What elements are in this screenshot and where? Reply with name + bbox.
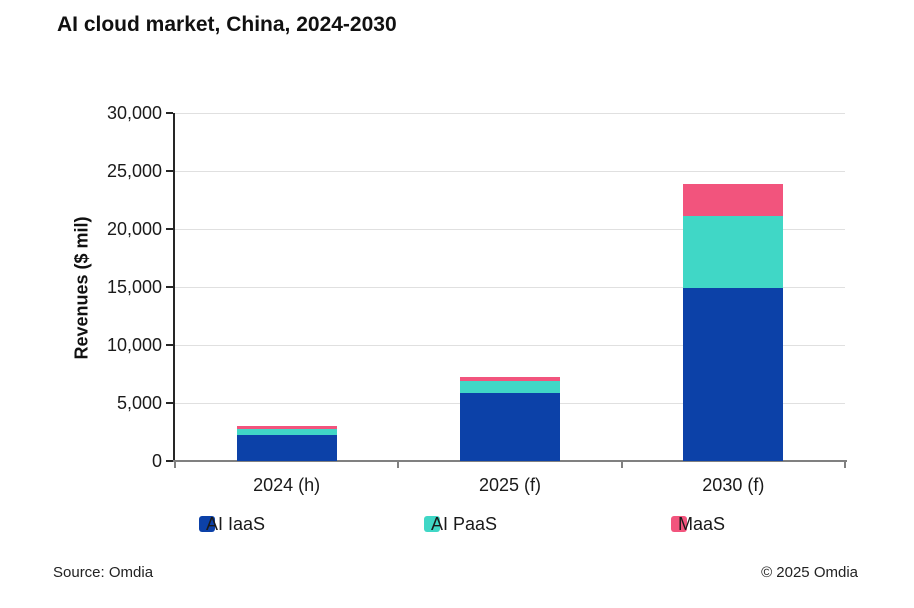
y-tick-label: 25,000: [106, 161, 162, 181]
grid-line: [175, 344, 845, 346]
y-tick-label: 5,000: [116, 393, 162, 413]
y-tick-mark: [166, 286, 173, 288]
bar-2024-h-: [236, 113, 337, 461]
legend-swatch-ai-iaas: [199, 516, 215, 532]
y-tick-mark: [166, 344, 173, 346]
x-tick-mark: [844, 462, 846, 468]
y-tick-label: 20,000: [106, 219, 162, 239]
y-tick-label: 15,000: [106, 277, 162, 297]
y-tick-mark: [166, 460, 173, 462]
grid-line: [175, 286, 845, 288]
y-tick-mark: [166, 170, 173, 172]
legend-swatch-maas: [671, 516, 687, 532]
legend-label: AI PaaS: [431, 513, 498, 534]
y-tick-label: 10,000: [106, 335, 162, 355]
bar-segment-ai-paas: [236, 429, 337, 435]
y-tick-label: 0: [151, 451, 162, 471]
y-axis-line: [173, 113, 175, 462]
x-tick-mark: [174, 462, 176, 468]
bar-segment-ai-iaas: [460, 393, 560, 461]
bar-segment-ai-iaas: [683, 288, 784, 461]
bar-segment-ai-iaas: [236, 435, 337, 461]
x-axis-line: [173, 460, 847, 462]
bar-segment-ai-paas: [683, 216, 784, 288]
bar-segment-maas: [236, 426, 337, 429]
x-tick-label: 2030 (f): [702, 475, 765, 495]
y-tick-label: 30,000: [106, 103, 162, 123]
bar-segment-maas: [683, 184, 784, 216]
grid-line: [175, 228, 845, 230]
x-tick-mark: [620, 462, 623, 468]
bar-2025-f-: [460, 113, 560, 461]
bar-2030-f-: [683, 113, 784, 461]
y-tick-mark: [166, 112, 173, 114]
legend-swatch-ai-paas: [424, 516, 440, 532]
y-tick-mark: [166, 402, 173, 404]
grid-line: [175, 112, 845, 114]
chart-title: AI cloud market, China, 2024-2030: [57, 13, 397, 36]
copyright-note: © 2025 Omdia: [761, 564, 858, 581]
legend-label: AI IaaS: [206, 513, 266, 534]
bar-segment-maas: [460, 377, 560, 381]
x-tick-label: 2025 (f): [478, 475, 542, 495]
grid-line: [175, 170, 845, 172]
y-tick-mark: [166, 228, 173, 230]
legend-label: MaaS: [678, 513, 726, 534]
bar-segment-ai-paas: [460, 381, 560, 393]
x-tick-mark: [397, 462, 400, 468]
x-tick-label: 2024 (h): [253, 475, 321, 495]
source-note: Source: Omdia: [53, 564, 154, 581]
